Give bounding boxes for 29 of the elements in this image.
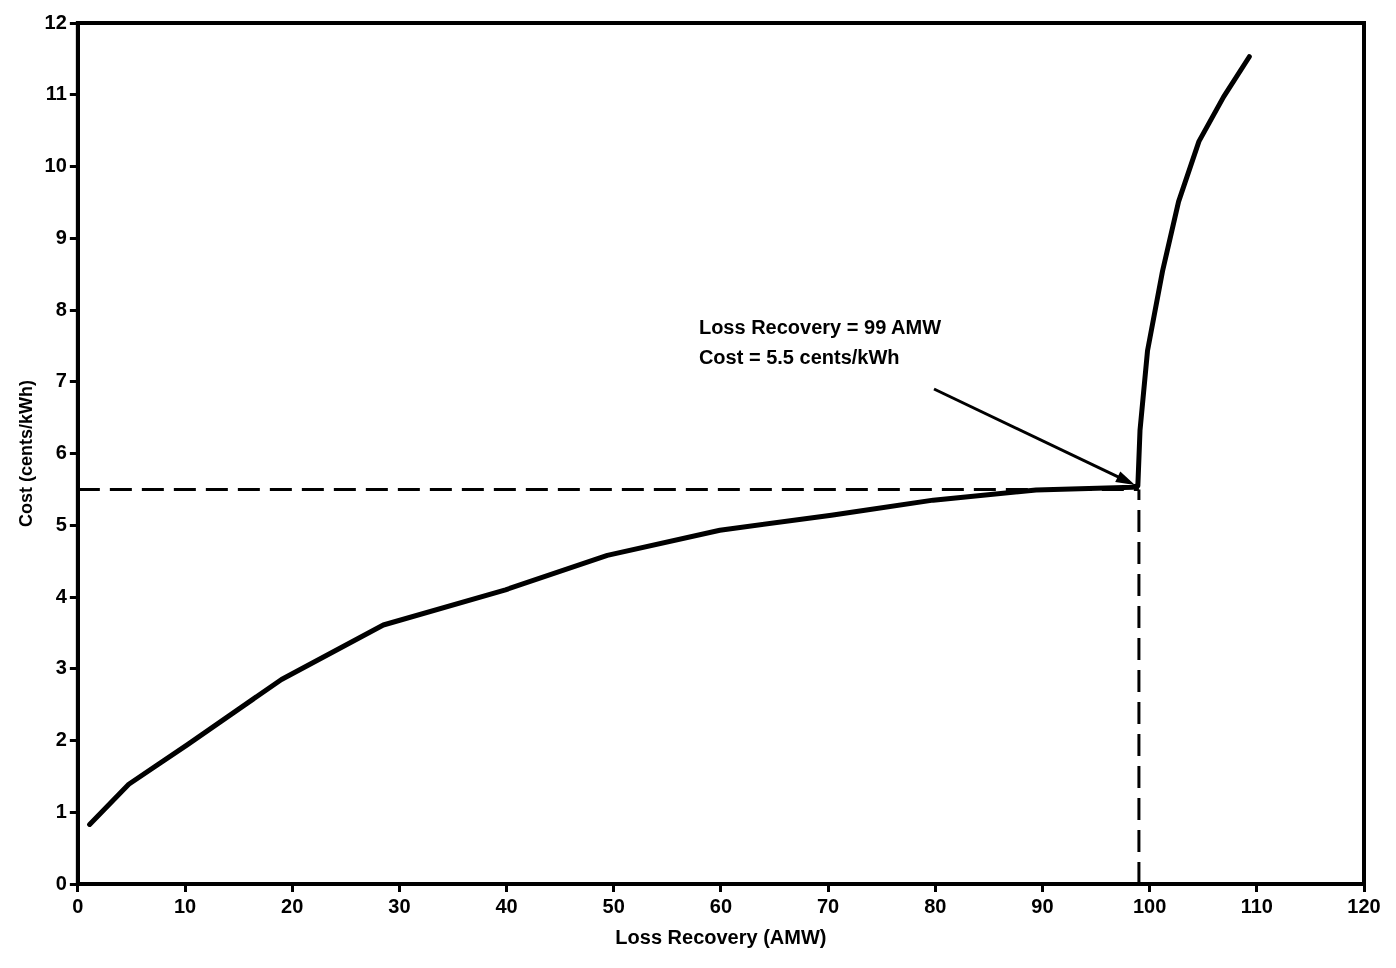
- x-tick-label: 120: [1347, 894, 1381, 917]
- y-tick-label: 0: [55, 871, 67, 894]
- y-tick-label: 10: [44, 154, 67, 177]
- x-tick-label: 60: [709, 894, 733, 917]
- y-axis-title: Cost (cents/kWh): [15, 379, 36, 528]
- y-tick-label: 5: [55, 512, 67, 535]
- y-tick-label: 7: [55, 369, 67, 392]
- x-tick-label: 20: [281, 894, 304, 917]
- y-tick-label: 12: [44, 10, 67, 33]
- y-tick-label: 11: [45, 82, 67, 105]
- x-tick-label: 70: [816, 894, 840, 917]
- x-tick-label: 0: [72, 894, 84, 917]
- y-tick-label: 9: [55, 225, 67, 248]
- x-tick-label: 30: [388, 894, 411, 917]
- y-tick-label: 6: [55, 441, 67, 464]
- x-tick-label: 90: [1031, 894, 1054, 917]
- y-tick-label: 8: [55, 297, 67, 320]
- x-axis-title: Loss Recovery (AMW): [615, 925, 827, 948]
- annotation: Loss Recovery = 99 AMW Cost = 5.5 cents/kWh: [698, 316, 942, 369]
- y-tick-label: 1: [55, 799, 67, 822]
- x-tick-label: 40: [495, 894, 518, 917]
- y-tick-label: 4: [55, 584, 68, 607]
- x-tick-label: 50: [602, 894, 625, 917]
- x-tick-label: 10: [173, 894, 197, 917]
- x-tick-label: 110: [1240, 894, 1273, 917]
- x-tick-label: 100: [1132, 894, 1167, 917]
- y-tick-label: 2: [55, 728, 67, 751]
- x-tick-label: 80: [924, 894, 947, 917]
- y-tick-label: 3: [55, 656, 67, 679]
